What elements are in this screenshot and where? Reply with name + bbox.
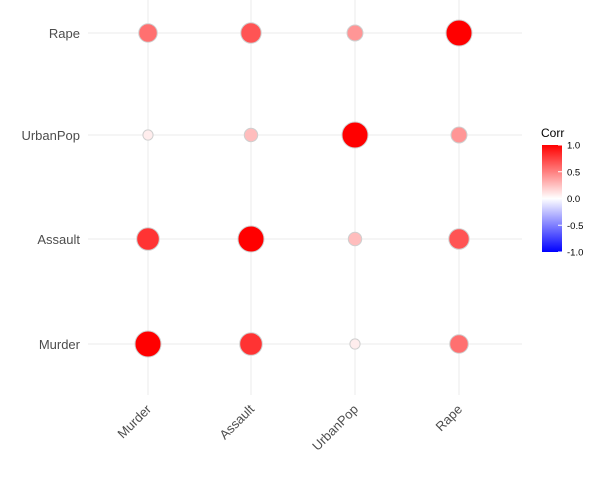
y-tick-label-rape: Rape [49, 26, 80, 41]
point-rape-assault [448, 228, 470, 250]
point-murder-assault [136, 227, 160, 251]
x-tick-label-urbanpop: UrbanPop [309, 402, 361, 454]
point-rape-rape [445, 19, 473, 47]
y-tick-label-urbanpop: UrbanPop [21, 128, 80, 143]
legend: Corr 1.0 0.5 0.0 -0.5 -1.0 [541, 126, 583, 259]
point-assault-rape [240, 22, 262, 44]
x-tick-label-murder: Murder [114, 401, 154, 441]
legend-tick-label: -1.0 [567, 248, 583, 259]
point-assault-assault [237, 225, 265, 253]
point-murder-murder [134, 330, 162, 358]
point-urbanpop-rape [346, 24, 364, 42]
y-tick-label-assault: Assault [37, 232, 80, 247]
y-tick-labels: Murder Assault UrbanPop Rape [21, 26, 80, 352]
point-murder-rape [138, 23, 158, 43]
point-assault-murder [239, 332, 263, 356]
y-tick-label-murder: Murder [39, 337, 81, 352]
point-rape-urbanpop [450, 126, 468, 144]
legend-tick-label: -0.5 [567, 221, 583, 232]
legend-color-bar [542, 145, 562, 252]
point-rape-murder [449, 334, 469, 354]
point-urbanpop-assault [347, 231, 363, 247]
correlation-points [134, 19, 473, 358]
legend-tick-label: 0.5 [567, 167, 580, 178]
point-urbanpop-urbanpop [341, 121, 369, 149]
x-tick-labels: Murder Assault UrbanPop Rape [114, 401, 465, 453]
point-murder-urbanpop [142, 129, 154, 141]
point-urbanpop-murder [349, 338, 361, 350]
x-tick-label-rape: Rape [433, 402, 466, 435]
legend-ticks: 1.0 0.5 0.0 -0.5 -1.0 [558, 141, 583, 259]
legend-tick-label: 1.0 [567, 141, 580, 152]
x-tick-label-assault: Assault [216, 401, 257, 442]
legend-title: Corr [541, 126, 564, 140]
point-assault-urbanpop [243, 127, 259, 143]
legend-tick-label: 0.0 [567, 194, 580, 205]
